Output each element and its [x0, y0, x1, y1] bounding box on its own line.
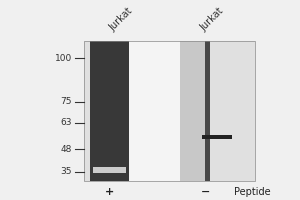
- FancyBboxPatch shape: [206, 41, 210, 181]
- Text: Jurkat: Jurkat: [107, 6, 134, 33]
- FancyBboxPatch shape: [202, 135, 232, 139]
- Text: 100: 100: [55, 54, 72, 63]
- FancyBboxPatch shape: [180, 41, 210, 181]
- Text: Peptide: Peptide: [234, 187, 271, 197]
- FancyBboxPatch shape: [93, 167, 126, 173]
- Text: 63: 63: [61, 118, 72, 127]
- Text: Jurkat: Jurkat: [198, 6, 226, 33]
- Text: −: −: [201, 187, 210, 197]
- Text: 48: 48: [61, 145, 72, 154]
- FancyBboxPatch shape: [129, 41, 180, 181]
- Text: 35: 35: [61, 167, 72, 176]
- FancyBboxPatch shape: [90, 41, 129, 181]
- FancyBboxPatch shape: [129, 41, 180, 181]
- Text: 75: 75: [61, 97, 72, 106]
- Text: +: +: [105, 187, 114, 197]
- FancyBboxPatch shape: [84, 41, 255, 181]
